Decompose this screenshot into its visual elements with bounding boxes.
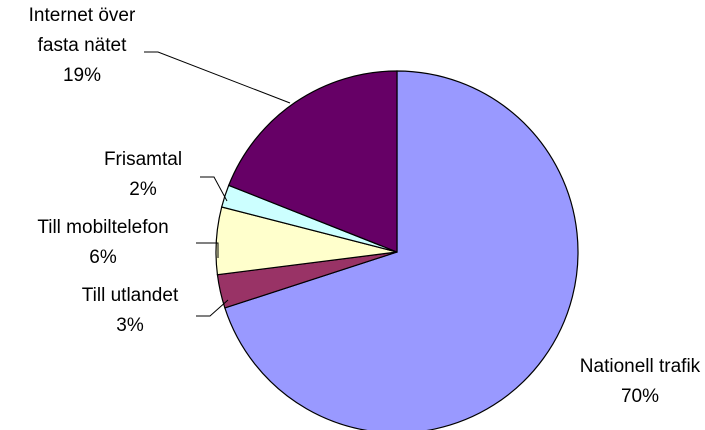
slice-percent-label-1: 3% <box>116 315 144 336</box>
slice-name-label-1: Till utlandet <box>82 285 179 306</box>
leader-line-3 <box>200 176 228 202</box>
slice-percent-label-0: 70% <box>621 386 659 407</box>
slice-name-label-4: fasta nätet <box>38 35 127 56</box>
leader-line-1 <box>196 299 229 317</box>
pie-slices <box>215 70 579 430</box>
leader-line-2 <box>196 242 219 258</box>
slice-labels: Nationell trafik 70% Till utlandet 3% Till m… <box>29 5 701 407</box>
slice-percent-label-4: 19% <box>63 65 101 86</box>
leader-line-4 <box>144 51 291 104</box>
slice-name-label-4: Internet över <box>29 5 136 26</box>
pie-slice-0 <box>224 70 579 430</box>
slice-name-label-0: Nationell trafik <box>580 356 701 377</box>
leader-lines <box>144 51 291 317</box>
slice-percent-label-3: 2% <box>129 179 157 200</box>
slice-name-label-2: Till mobiltelefon <box>37 217 168 238</box>
pie-slice-4 <box>227 70 398 253</box>
slice-name-label-3: Frisamtal <box>104 149 182 170</box>
slice-percent-label-2: 6% <box>89 247 117 268</box>
